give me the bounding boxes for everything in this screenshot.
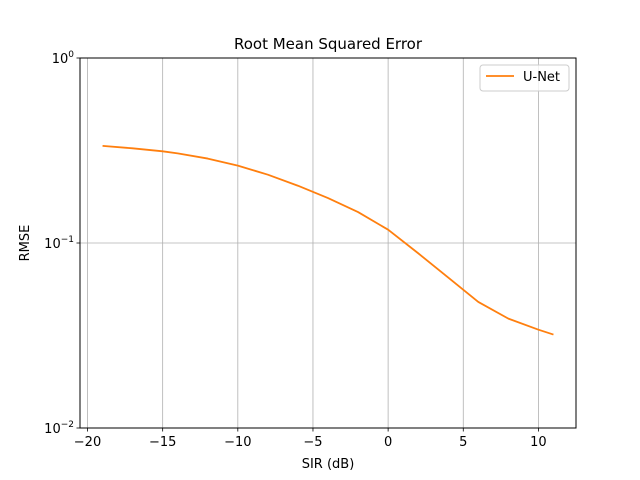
x-tick-label: −10: [224, 435, 251, 450]
y-tick-label: 10−1: [44, 235, 74, 252]
legend-label: U-Net: [523, 70, 560, 85]
x-axis-label: SIR (dB): [302, 457, 355, 472]
series-line-unet: [102, 144, 554, 336]
x-tick-label: 10: [530, 435, 547, 450]
legend: U-Net: [479, 64, 570, 92]
y-tick-base: 10: [44, 422, 61, 437]
y-tick-exponent: −1: [61, 235, 74, 245]
y-tick-label: 10−2: [44, 420, 74, 437]
x-tick-label: −5: [303, 435, 322, 450]
series-layer: [102, 144, 554, 336]
x-tick-label: 5: [459, 435, 467, 450]
x-tick-label: −20: [74, 435, 101, 450]
y-tick-exponent: −2: [61, 420, 74, 430]
y-tick-label: 100: [52, 50, 75, 67]
legend-box: [479, 64, 570, 92]
chart-title: Root Mean Squared Error: [234, 35, 423, 53]
y-tick-exponent: 0: [68, 50, 74, 60]
y-tick-base: 10: [44, 237, 61, 252]
x-tick-label: 0: [384, 435, 392, 450]
y-axis-label: RMSE: [18, 225, 33, 262]
y-tick-base: 10: [52, 52, 69, 67]
x-tick-label: −15: [149, 435, 176, 450]
